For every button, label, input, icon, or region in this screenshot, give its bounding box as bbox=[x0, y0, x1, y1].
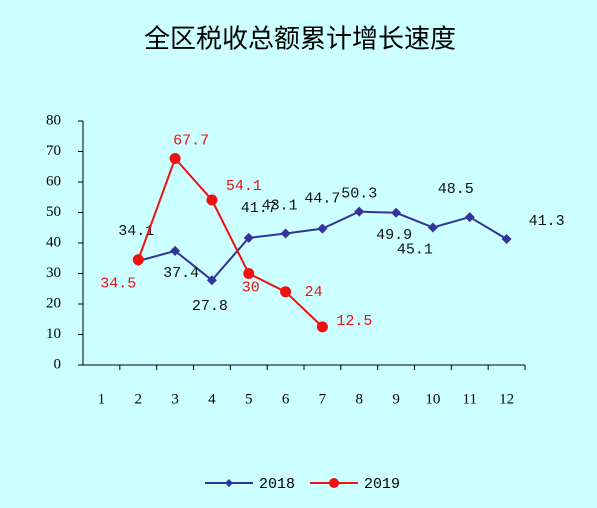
legend-label: 2018 bbox=[259, 476, 295, 493]
x-tick-label: 3 bbox=[171, 391, 179, 407]
y-tick-label: 0 bbox=[54, 356, 62, 372]
marker bbox=[169, 153, 181, 165]
data-label: 54.1 bbox=[226, 178, 262, 195]
marker bbox=[206, 275, 217, 286]
y-tick-label: 30 bbox=[46, 265, 61, 281]
x-tick-label: 12 bbox=[499, 391, 514, 407]
data-label: 44.7 bbox=[304, 191, 340, 208]
data-label: 50.3 bbox=[341, 186, 377, 203]
marker bbox=[206, 194, 218, 206]
marker bbox=[243, 232, 254, 243]
y-tick-label: 60 bbox=[46, 173, 61, 189]
marker bbox=[170, 245, 181, 256]
legend-marker bbox=[225, 479, 233, 487]
marker bbox=[316, 321, 328, 333]
x-tick-label: 11 bbox=[463, 391, 477, 407]
x-tick-label: 7 bbox=[319, 391, 327, 407]
x-tick-label: 2 bbox=[135, 391, 143, 407]
data-label: 67.7 bbox=[173, 132, 209, 149]
data-label: 24 bbox=[305, 284, 323, 301]
y-tick-label: 70 bbox=[46, 143, 61, 159]
x-tick-label: 6 bbox=[282, 391, 290, 407]
y-tick-label: 50 bbox=[46, 204, 61, 220]
series-line bbox=[137, 156, 324, 328]
x-tick-label: 1 bbox=[98, 391, 106, 407]
marker bbox=[280, 286, 292, 298]
x-tick-label: 10 bbox=[425, 391, 440, 407]
data-label: 27.8 bbox=[192, 298, 228, 315]
y-tick-label: 20 bbox=[46, 295, 61, 311]
chart-title: 全区税收总额累计增长速度 bbox=[144, 25, 456, 55]
y-tick-label: 10 bbox=[46, 326, 61, 342]
x-tick-label: 4 bbox=[208, 391, 216, 407]
data-label: 37.4 bbox=[163, 265, 199, 282]
marker bbox=[427, 222, 438, 233]
marker bbox=[280, 228, 291, 239]
marker bbox=[243, 268, 255, 279]
data-label: 34.1 bbox=[118, 223, 154, 240]
data-label: 41.7 bbox=[241, 200, 277, 217]
marker bbox=[464, 212, 475, 223]
data-label: 49.9 bbox=[376, 227, 412, 244]
y-tick-label: 80 bbox=[46, 112, 61, 128]
marker bbox=[501, 234, 512, 245]
x-tick-label: 5 bbox=[245, 391, 253, 407]
data-label: 48.5 bbox=[438, 181, 474, 198]
data-label: 41.3 bbox=[529, 213, 565, 230]
x-tick-label: 8 bbox=[356, 391, 364, 407]
y-tick-label: 40 bbox=[46, 234, 61, 250]
marker bbox=[354, 206, 365, 217]
legend-marker bbox=[329, 478, 339, 488]
marker bbox=[391, 207, 402, 218]
marker bbox=[132, 254, 144, 266]
data-label: 45.1 bbox=[397, 241, 433, 258]
marker bbox=[317, 223, 328, 234]
data-label: 30 bbox=[242, 279, 260, 296]
data-label: 43.1 bbox=[262, 198, 298, 215]
x-tick-label: 9 bbox=[392, 391, 400, 407]
data-label: 34.5 bbox=[100, 276, 136, 293]
legend-label: 2019 bbox=[364, 476, 400, 493]
data-label: 12.5 bbox=[336, 313, 372, 330]
